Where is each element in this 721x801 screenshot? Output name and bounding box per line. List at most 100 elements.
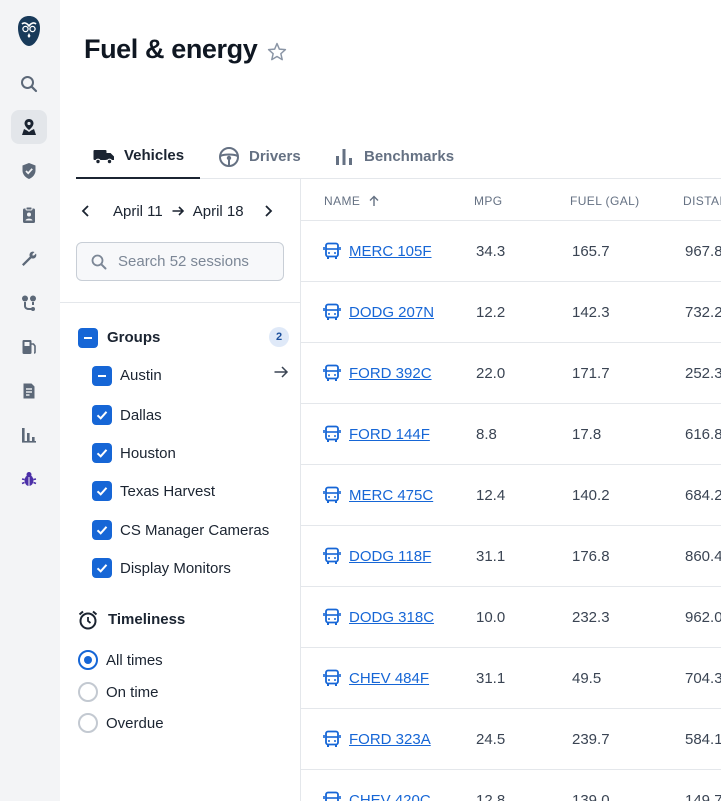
rail-compliance[interactable] [11, 198, 47, 232]
distance-cell: 860.4 [685, 548, 721, 565]
fuel-cell: 49.5 [572, 670, 602, 687]
check-icon [96, 564, 108, 573]
bug-icon [21, 472, 37, 486]
timeliness-on-time-radio[interactable] [78, 682, 98, 702]
check-icon [96, 526, 108, 535]
truck-icon [93, 149, 114, 164]
vehicle-link[interactable]: CHEV 420C [323, 791, 431, 801]
group-display-monitors-label: Display Monitors [120, 560, 231, 577]
vehicle-link[interactable]: DODG 118F [323, 547, 431, 565]
date-range: April 11 April 18 [76, 199, 286, 223]
vehicle-link[interactable]: DODG 318C [323, 608, 434, 626]
column-header-mpg[interactable]: MPG [474, 194, 503, 208]
owl-logo-icon[interactable] [17, 15, 41, 47]
vehicle-link[interactable]: FORD 323A [323, 730, 431, 748]
tab-drivers[interactable]: Drivers [217, 134, 301, 179]
rail-debug[interactable] [11, 462, 47, 496]
tab-benchmarks-label: Benchmarks [364, 148, 455, 165]
column-header-fuel[interactable]: FUEL (GAL) [570, 194, 640, 208]
group-austin-label: Austin [120, 367, 162, 384]
rail-search[interactable] [11, 67, 47, 101]
table-row[interactable]: CHEV 420C 12.8 139.0 149.7 [301, 770, 721, 801]
vehicle-name: MERC 105F [349, 242, 432, 260]
table-row[interactable]: DODG 118F 31.1 176.8 860.4 [301, 526, 721, 587]
bus-icon [323, 303, 341, 320]
table-row[interactable]: MERC 475C 12.4 140.2 684.2 [301, 465, 721, 526]
filter-panel: April 11 April 18 Groups 2 Austin Dallas… [60, 179, 301, 801]
group-display-monitors-checkbox[interactable] [92, 558, 112, 578]
rail-routes[interactable] [11, 286, 47, 320]
view-tabs: Vehicles Drivers Benchmarks [76, 134, 721, 179]
vehicle-link[interactable]: CHEV 484F [323, 669, 429, 687]
vehicle-name: DODG 118F [349, 547, 432, 565]
route-icon [22, 295, 36, 311]
shield-check-icon [22, 163, 36, 179]
table-row[interactable]: FORD 144F 8.8 17.8 616.8 [301, 404, 721, 465]
rail-fuel[interactable] [11, 330, 47, 364]
tab-vehicles[interactable]: Vehicles [76, 134, 200, 179]
mpg-cell: 8.8 [476, 426, 497, 443]
column-header-distance[interactable]: DISTANCE [683, 194, 721, 208]
group-austin-checkbox[interactable] [92, 366, 112, 386]
rail-safety[interactable] [11, 154, 47, 188]
vehicle-link[interactable]: MERC 105F [323, 242, 432, 260]
fuel-cell: 176.8 [572, 548, 610, 565]
vehicle-link[interactable]: DODG 207N [323, 303, 434, 321]
column-header-name[interactable]: NAME [324, 194, 380, 208]
search-input[interactable] [118, 253, 278, 270]
timeliness-overdue-label: Overdue [106, 715, 164, 732]
group-texas-harvest-checkbox[interactable] [92, 481, 112, 501]
timeliness-title: Timeliness [108, 611, 186, 628]
rail-maintenance[interactable] [11, 242, 47, 276]
groups-checkbox[interactable] [78, 328, 98, 348]
minus-icon [84, 337, 92, 339]
bus-icon [323, 730, 341, 747]
star-icon[interactable] [266, 41, 288, 63]
tab-benchmarks[interactable]: Benchmarks [332, 134, 454, 179]
date-to[interactable]: April 18 [192, 202, 244, 220]
rail-reports[interactable] [11, 418, 47, 452]
group-dallas-checkbox[interactable] [92, 405, 112, 425]
timeliness-all-radio[interactable] [78, 650, 98, 670]
mpg-cell: 24.5 [476, 731, 506, 748]
bus-icon [323, 547, 341, 564]
mpg-cell: 12.4 [476, 487, 506, 504]
arrow-right-icon [171, 204, 185, 218]
vehicles-table: NAME MPG FUEL (GAL) DISTANCE MERC 105F 34… [301, 179, 721, 801]
chevron-left-icon[interactable] [76, 201, 96, 221]
vehicle-link[interactable]: MERC 475C [323, 486, 433, 504]
rail-map[interactable] [11, 110, 47, 144]
mpg-cell: 12.8 [476, 792, 506, 801]
table-row[interactable]: CHEV 484F 31.1 49.5 704.3 [301, 648, 721, 709]
table-row[interactable]: MERC 105F 34.3 165.7 967.8 [301, 221, 721, 282]
group-cs-manager-cameras-checkbox[interactable] [92, 520, 112, 540]
map-pin-icon [22, 119, 36, 135]
arrow-right-icon[interactable] [273, 364, 289, 380]
bar-chart-icon [336, 148, 352, 165]
fuel-cell: 17.8 [572, 426, 602, 443]
vehicle-name: FORD 144F [349, 425, 430, 443]
bus-icon [323, 242, 341, 259]
rail-documents[interactable] [11, 374, 47, 408]
group-houston-checkbox[interactable] [92, 443, 112, 463]
timeliness-on-time-label: On time [106, 684, 159, 701]
bus-icon [323, 791, 341, 801]
vehicle-link[interactable]: FORD 392C [323, 364, 432, 382]
vehicle-name: DODG 207N [349, 303, 435, 321]
table-row[interactable]: DODG 207N 12.2 142.3 732.2 [301, 282, 721, 343]
group-dallas-label: Dallas [120, 407, 162, 424]
date-from[interactable]: April 11 [113, 202, 163, 220]
vehicle-link[interactable]: FORD 144F [323, 425, 430, 443]
chevron-right-icon[interactable] [258, 201, 278, 221]
search-icon [21, 76, 38, 93]
bus-icon [323, 608, 341, 625]
table-row[interactable]: FORD 323A 24.5 239.7 584.1 [301, 709, 721, 770]
fuel-cell: 171.7 [572, 365, 610, 382]
sort-ascending-icon [369, 195, 379, 206]
table-row[interactable]: DODG 318C 10.0 232.3 962.0 [301, 587, 721, 648]
mpg-cell: 31.1 [476, 548, 506, 565]
table-row[interactable]: FORD 392C 22.0 171.7 252.3 [301, 343, 721, 404]
vehicle-name: CHEV 484F [349, 669, 430, 687]
mpg-cell: 31.1 [476, 670, 506, 687]
timeliness-overdue-radio[interactable] [78, 713, 98, 733]
